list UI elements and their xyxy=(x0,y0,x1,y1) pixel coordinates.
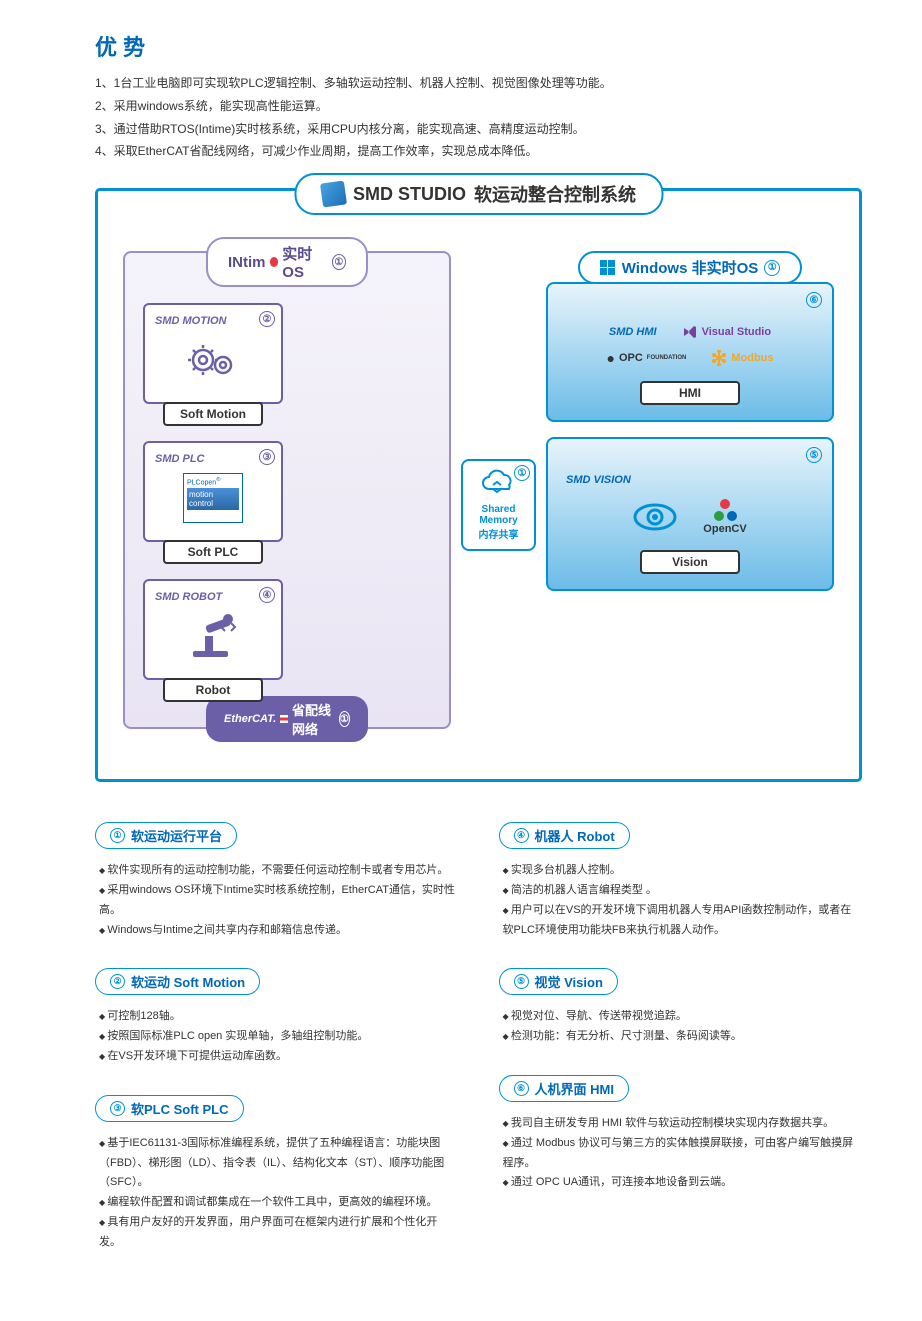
motion-module: SMD MOTION ② xyxy=(143,303,283,404)
subtitle-text: 软运动整合控制系统 xyxy=(474,181,636,207)
flag-icon xyxy=(280,715,288,723)
plc-label: Soft PLC xyxy=(163,540,263,564)
intime-num: ① xyxy=(332,254,346,270)
intime-modules: SMD MOTION ② Soft Motion SMD PLC ③ xyxy=(143,303,431,702)
hmi-label: HMI xyxy=(640,381,740,405)
gears-icon xyxy=(155,332,271,387)
vision-label: Vision xyxy=(640,550,740,574)
intime-title: INtim 实时OS ① xyxy=(206,237,368,287)
hmi-box: ⑥ SMD HMI Visual Studio ●OPCFOUNDATION M… xyxy=(546,282,834,422)
section: ①软运动运行平台 软件实现所有的运动控制功能，不需要任何运动控制卡或者专用芯片。… xyxy=(95,822,459,940)
smd-hmi-logo: SMD HMI xyxy=(609,326,657,338)
cloud-icon xyxy=(479,469,519,497)
windows-title: Windows 非实时OS ① xyxy=(578,251,803,284)
intime-panel: INtim 实时OS ① SMD MOTION ② Soft Motion xyxy=(123,251,451,729)
robot-icon xyxy=(155,608,271,663)
section: ⑤视觉 Vision 视觉对位、导航、传送带视觉追踪。检测功能：有无分析、尺寸测… xyxy=(499,968,863,1047)
detail-sections: ①软运动运行平台 软件实现所有的运动控制功能，不需要任何运动控制卡或者专用芯片。… xyxy=(95,822,862,1280)
windows-icon xyxy=(600,260,616,276)
section: ④机器人 Robot 实现多台机器人控制。简洁的机器人语言编程类型 。用户可以在… xyxy=(499,822,863,940)
ethercat-badge: EtherCAT. 省配线网络 ① xyxy=(206,696,368,742)
opc-logo: ●OPCFOUNDATION xyxy=(606,350,686,366)
cube-icon xyxy=(319,181,346,208)
advantages-list: 1、1台工业电脑即可实现软PLC逻辑控制、多轴软运动控制、机器人控制、视觉图像处… xyxy=(95,72,862,163)
opencv-logo: OpenCV xyxy=(703,499,746,535)
modbus-logo: Modbus xyxy=(711,350,773,366)
plc-module: SMD PLC ③ PLCopen®motioncontrol xyxy=(143,441,283,542)
eye-icon xyxy=(633,502,678,532)
plc-icon: PLCopen®motioncontrol xyxy=(155,470,271,525)
section: ③软PLC Soft PLC 基于IEC61131-3国际标准编程系统，提供了五… xyxy=(95,1095,459,1253)
brand-text: SMD STUDIO xyxy=(353,184,466,205)
section: ⑥人机界面 HMI 我司自主研发专用 HMI 软件与软运动控制模块实现内存数据共… xyxy=(499,1075,863,1193)
sections-left: ①软运动运行平台 软件实现所有的运动控制功能，不需要任何运动控制卡或者专用芯片。… xyxy=(95,822,459,1280)
windows-panel: Windows 非实时OS ① ⑥ SMD HMI Visual Studio … xyxy=(546,251,834,591)
vs-logo: Visual Studio xyxy=(682,324,771,340)
vision-box: ⑤ SMD VISION OpenCV Vision xyxy=(546,437,834,591)
sections-right: ④机器人 Robot 实现多台机器人控制。简洁的机器人语言编程类型 。用户可以在… xyxy=(499,822,863,1280)
motion-label: Soft Motion xyxy=(163,402,263,426)
section: ②软运动 Soft Motion 可控制128轴。按照国际标准PLC open … xyxy=(95,968,459,1066)
robot-module: SMD ROBOT ④ xyxy=(143,579,283,680)
red-dot-icon xyxy=(270,257,279,267)
shared-memory: ① Shared Memory 内存共享 xyxy=(461,459,536,551)
page-header: 优 势 xyxy=(95,30,862,62)
diagram-title: SMD STUDIO 软运动整合控制系统 xyxy=(294,173,663,215)
robot-label: Robot xyxy=(163,678,263,702)
system-diagram: SMD STUDIO 软运动整合控制系统 INtim 实时OS ① SMD MO… xyxy=(95,188,862,782)
